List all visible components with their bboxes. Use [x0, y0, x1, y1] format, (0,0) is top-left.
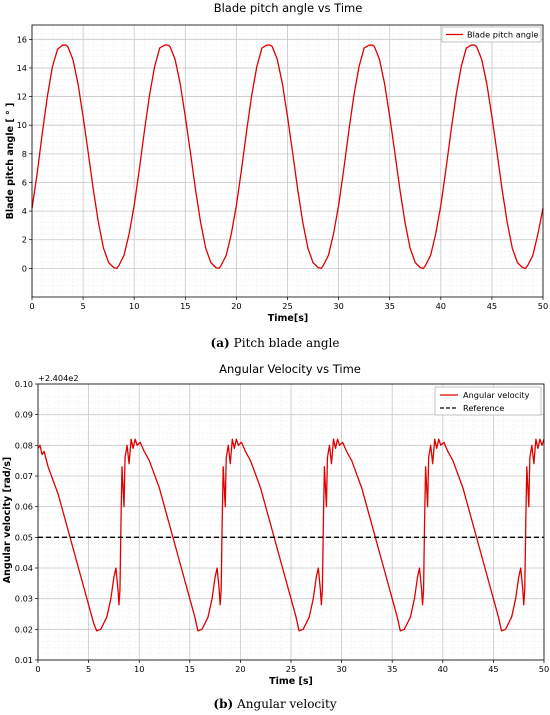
chart-a-x-ticks: 0 5 10 15 20 25 30 35 40 45 50: [29, 297, 548, 311]
chart-b-x-axis-label: Time [s]: [269, 676, 313, 687]
x-tick-label: 20: [235, 664, 245, 674]
x-tick-label: 10: [134, 664, 144, 674]
chart-a-x-axis-label: Time[s]: [268, 313, 308, 324]
x-tick-label: 45: [488, 664, 498, 674]
chart-panel-a: Blade pitch angle vs Time 0 5 10 15 20 25 30 35…: [5, 1, 548, 350]
chart-b-x-ticks: 0 5 10 15 20 25 30 35 40 45 50: [35, 660, 549, 674]
x-tick-label: 15: [180, 301, 190, 311]
chart-panel-b: Angular Velocity vs Time +2.404e2 0 5 10 15…: [2, 362, 549, 711]
x-tick-label: 5: [80, 301, 85, 311]
y-tick-label: 0.02: [15, 624, 33, 634]
series-line-blade-pitch-angle: [31, 44, 544, 270]
y-tick-label: 0.10: [15, 379, 33, 389]
chart-b-title: Angular Velocity vs Time: [219, 362, 361, 376]
chart-b-legend-label-reference: Reference: [463, 403, 504, 413]
y-tick-label: 0.04: [15, 563, 33, 573]
chart-b-caption: (b) Angular velocity: [213, 697, 336, 711]
chart-a-series: [31, 44, 544, 270]
x-tick-label: 50: [538, 301, 548, 311]
x-tick-label: 20: [231, 301, 241, 311]
y-tick-label: 0.06: [15, 502, 33, 512]
x-tick-label: 5: [86, 664, 91, 674]
y-tick-label: 8: [22, 149, 27, 159]
x-tick-label: 30: [336, 664, 346, 674]
x-tick-label: 0: [35, 664, 40, 674]
x-tick-label: 40: [438, 664, 448, 674]
x-tick-label: 45: [487, 301, 497, 311]
chart-a-title: Blade pitch angle vs Time: [214, 1, 363, 15]
chart-a-legend-label: Blade pitch angle: [467, 30, 538, 40]
chart-a-caption-text: Pitch blade angle: [234, 336, 340, 350]
chart-a-legend: Blade pitch angle: [441, 26, 542, 43]
x-tick-label: 15: [185, 664, 195, 674]
chart-b-grid: [37, 383, 545, 661]
y-tick-label: 0.08: [15, 440, 33, 450]
chart-a-y-ticks: 0 2 4 6 8 10 12 14 16: [17, 34, 32, 273]
chart-b-caption-label: (b): [213, 697, 233, 711]
y-tick-label: 0.09: [15, 410, 33, 420]
x-tick-label: 35: [387, 664, 397, 674]
x-tick-label: 10: [129, 301, 139, 311]
y-tick-label: 16: [17, 34, 27, 44]
x-tick-label: 25: [282, 301, 292, 311]
y-tick-label: 12: [17, 92, 27, 102]
chart-b-y-ticks: 0.01 0.02 0.03 0.04 0.05 0.06 0.07 0.08 0.09 0.10: [15, 379, 38, 665]
chart-a-grid: [31, 25, 544, 298]
y-tick-label: 0.03: [15, 594, 33, 604]
chart-b-y-axis-label: Angular velocity [rad/s]: [2, 457, 13, 583]
y-tick-label: 10: [17, 120, 27, 130]
chart-a-y-axis-label: Blade pitch angle [ ° ]: [5, 103, 16, 220]
y-tick-label: 0.01: [15, 655, 33, 665]
x-tick-label: 30: [333, 301, 343, 311]
chart-b-legend: Angular velocity Reference: [434, 386, 542, 416]
y-tick-label: 14: [17, 63, 27, 73]
chart-a-legend-box: [441, 26, 542, 43]
chart-b-legend-box: [434, 386, 542, 416]
chart-b-legend-label-velocity: Angular velocity: [463, 390, 530, 400]
x-tick-label: 25: [286, 664, 296, 674]
y-tick-label: 0.05: [15, 532, 33, 542]
y-tick-label: 4: [22, 206, 27, 216]
series-line-angular-velocity: [37, 438, 545, 632]
y-tick-label: 0: [22, 263, 27, 273]
chart-b-series: [37, 438, 545, 632]
chart-a-caption: (a) Pitch blade angle: [211, 336, 340, 350]
y-tick-label: 0.07: [15, 471, 33, 481]
x-tick-label: 50: [539, 664, 549, 674]
chart-b-y-offset-label: +2.404e2: [38, 373, 79, 383]
x-tick-label: 0: [29, 301, 34, 311]
chart-a-caption-label: (a): [211, 336, 230, 350]
chart-b-caption-text: Angular velocity: [236, 697, 337, 711]
y-tick-label: 6: [22, 177, 27, 187]
x-tick-label: 40: [436, 301, 446, 311]
y-tick-label: 2: [22, 235, 27, 245]
x-tick-label: 35: [384, 301, 394, 311]
